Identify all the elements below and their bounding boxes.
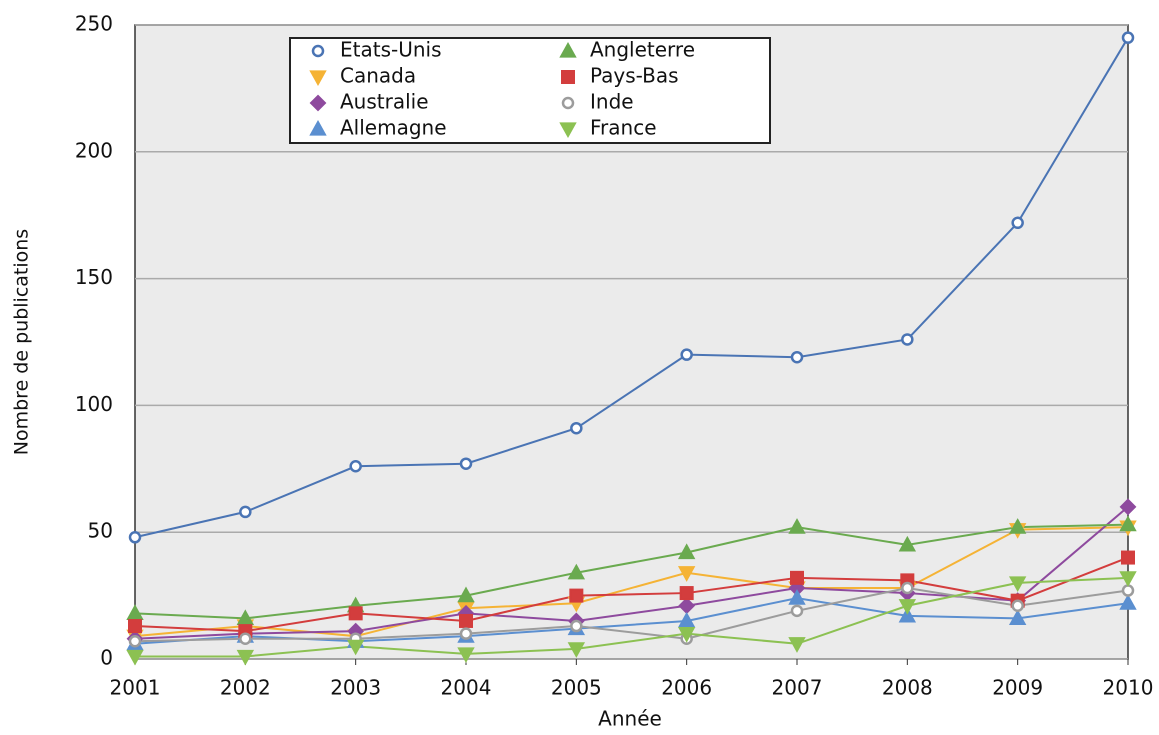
x-tick-label: 2004 (441, 676, 492, 700)
marker (311, 44, 325, 58)
x-tick-label: 2006 (661, 676, 712, 700)
x-tick-label: 2001 (110, 676, 161, 700)
marker (559, 122, 577, 139)
marker (239, 505, 252, 519)
legend-label: Inde (590, 90, 634, 114)
marker (457, 586, 475, 603)
marker (1121, 31, 1135, 44)
y-tick-label: 0 (100, 646, 113, 670)
marker (677, 627, 696, 643)
marker (677, 543, 696, 560)
legend-label: Pays-Bas (590, 64, 679, 88)
marker (309, 119, 327, 136)
marker (126, 604, 144, 620)
marker (459, 457, 473, 470)
marker (677, 566, 696, 582)
marker (570, 619, 583, 633)
marker (1119, 498, 1137, 516)
marker (348, 606, 363, 621)
marker (1008, 609, 1027, 626)
marker (1121, 584, 1135, 597)
marker (788, 637, 806, 653)
legend-label: France (590, 116, 657, 140)
marker (1119, 515, 1137, 532)
marker (901, 581, 914, 595)
marker (128, 634, 142, 648)
marker (680, 348, 693, 361)
line (134, 523, 1129, 620)
marker (309, 70, 327, 87)
marker (898, 535, 917, 552)
marker (898, 606, 917, 623)
marker (236, 649, 255, 666)
marker (459, 613, 473, 628)
line (134, 37, 1129, 539)
line (134, 556, 1129, 633)
x-tick-label: 2008 (882, 676, 933, 700)
x-axis-label: Année (598, 707, 662, 731)
y-tick-label: 250 (75, 12, 113, 36)
legend-label: Allemagne (340, 116, 447, 140)
line (134, 526, 1129, 638)
x-tick-label: 2003 (330, 676, 381, 700)
marker (790, 570, 804, 585)
marker (239, 632, 252, 645)
marker (788, 589, 806, 605)
marker (569, 588, 584, 603)
marker (1011, 599, 1024, 612)
marker (128, 619, 142, 634)
marker (1119, 594, 1137, 610)
marker (346, 639, 365, 656)
marker (679, 586, 694, 601)
x-tick-label: 2005 (551, 676, 602, 700)
x-tick-label: 2009 (992, 676, 1043, 700)
legend-box (289, 37, 771, 144)
marker (561, 96, 575, 110)
marker (1121, 550, 1135, 565)
marker (788, 518, 806, 534)
marker (561, 70, 575, 84)
marker (570, 421, 583, 435)
y-tick-label: 200 (75, 138, 113, 162)
marker (128, 531, 142, 544)
marker (126, 649, 144, 666)
x-tick-label: 2007 (772, 676, 823, 700)
x-tick-label: 2010 (1103, 676, 1154, 700)
marker (1008, 576, 1027, 592)
marker (567, 642, 586, 658)
marker (309, 94, 327, 112)
y-tick-label: 150 (75, 265, 113, 289)
x-tick-label: 2002 (220, 676, 271, 700)
marker (459, 627, 473, 640)
y-tick-label: 100 (75, 392, 113, 416)
legend-label: Australie (340, 90, 429, 114)
marker (559, 41, 577, 58)
marker (457, 647, 475, 663)
legend-label: Canada (340, 64, 416, 88)
line (135, 576, 1129, 658)
marker (1119, 571, 1137, 587)
marker (901, 333, 914, 346)
marker (790, 350, 804, 364)
marker (1008, 518, 1027, 534)
line (134, 586, 1129, 643)
marker (236, 609, 255, 626)
marker (1011, 216, 1024, 230)
marker (349, 460, 362, 473)
marker (677, 611, 696, 628)
legend-label: Etats-Unis (340, 38, 442, 62)
marker (790, 604, 804, 618)
legend-label: Angleterre (590, 38, 695, 62)
y-tick-label: 50 (88, 519, 113, 543)
marker (567, 563, 586, 580)
marker (898, 599, 917, 615)
y-axis-label: Nombre de publications (11, 229, 33, 455)
